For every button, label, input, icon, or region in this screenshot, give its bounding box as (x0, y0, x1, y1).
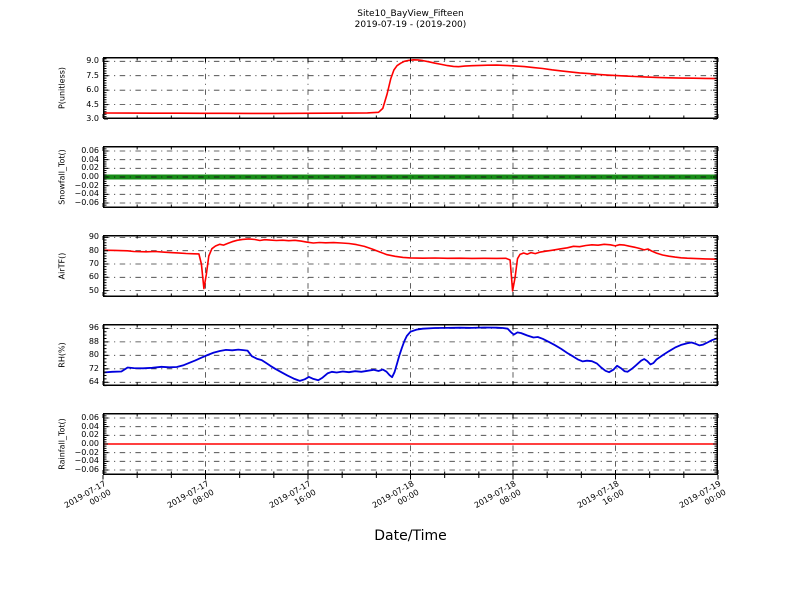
y-tick-label-airtf: 50 (88, 285, 99, 295)
chart-title-line2: 2019-07-19 - (2019-200) (354, 20, 467, 30)
y-tick-label-p: 6.0 (86, 85, 99, 95)
panel-rh (102, 324, 719, 387)
rh-plot-area (102, 324, 719, 387)
x-tick-label: 2019-07-17 00:00 (23, 479, 113, 541)
x-tick-date: 2019-07-18 (575, 479, 620, 511)
y-tick-label-rainfall: −0.02 (74, 447, 99, 457)
data-line-rh (102, 326, 719, 382)
airtf-plot-area (102, 235, 719, 297)
y-tick-label-airtf: 70 (88, 259, 99, 268)
y-tick-label-airtf: 90 (88, 232, 99, 242)
y-tick-label-rh: 80 (88, 350, 99, 360)
data-line-p (102, 58, 719, 115)
y-tick-label-rh: 72 (88, 363, 99, 373)
y-tick-label-snowfall: 0.06 (81, 145, 99, 155)
y-tick-label-rainfall: 0.04 (81, 421, 99, 431)
x-tick-date: 2019-07-17 (62, 479, 108, 511)
chart-title: Site10_BayView_Fifteen 2019-07-19 - (201… (103, 9, 718, 31)
panel-snowfall (102, 146, 719, 208)
y-tick-label-p: 4.5 (86, 99, 99, 109)
x-tick-date: 2019-07-19 (677, 479, 723, 511)
y-tick-label-snowfall: −0.04 (74, 189, 99, 199)
data-line-airtf (102, 238, 719, 292)
y-tick-label-p: 9.0 (86, 56, 99, 66)
panel-airtf (102, 235, 719, 297)
x-tick-date: 2019-07-18 (472, 479, 518, 511)
y-tick-label-rainfall: −0.06 (74, 465, 99, 474)
chart-title-line1: Site10_BayView_Fifteen (357, 9, 464, 19)
y-tick-label-rainfall: 0.02 (81, 430, 99, 440)
y-tick-label-snowfall: −0.02 (74, 180, 99, 190)
panel-rainfall (102, 413, 719, 480)
y-tick-label-airtf: 80 (88, 245, 99, 255)
y-tick-label-rh: 96 (88, 323, 99, 333)
axes-frame (103, 324, 718, 386)
y-tick-label-p: 3.0 (86, 114, 99, 123)
y-tick-label-rainfall: 0.00 (81, 439, 99, 448)
rainfall-plot-area (102, 413, 719, 480)
snowfall-plot-area (102, 146, 719, 208)
y-tick-label-snowfall: 0.04 (81, 154, 99, 164)
panel-p (102, 57, 719, 120)
axes-frame (103, 235, 718, 297)
y-tick-label-rh: 88 (88, 336, 99, 346)
y-tick-label-rh: 64 (88, 377, 99, 387)
axes-frame (103, 57, 718, 119)
y-tick-label-rainfall: −0.04 (74, 456, 99, 466)
x-tick-date: 2019-07-17 (165, 479, 210, 511)
y-tick-label-rainfall: 0.06 (81, 412, 99, 422)
p-plot-area (102, 57, 719, 120)
y-tick-label-snowfall: 0.02 (81, 163, 99, 173)
x-tick-date: 2019-07-18 (370, 479, 415, 511)
axes-frame (103, 413, 718, 475)
y-tick-label-p: 7.5 (86, 70, 99, 80)
x-tick-date: 2019-07-17 (267, 479, 313, 511)
axes-frame (103, 146, 718, 208)
y-tick-label-snowfall: −0.06 (74, 198, 99, 207)
x-axis-title: Date/Time (374, 528, 447, 544)
y-tick-label-airtf: 60 (88, 272, 99, 282)
y-tick-label-snowfall: 0.00 (81, 172, 99, 181)
